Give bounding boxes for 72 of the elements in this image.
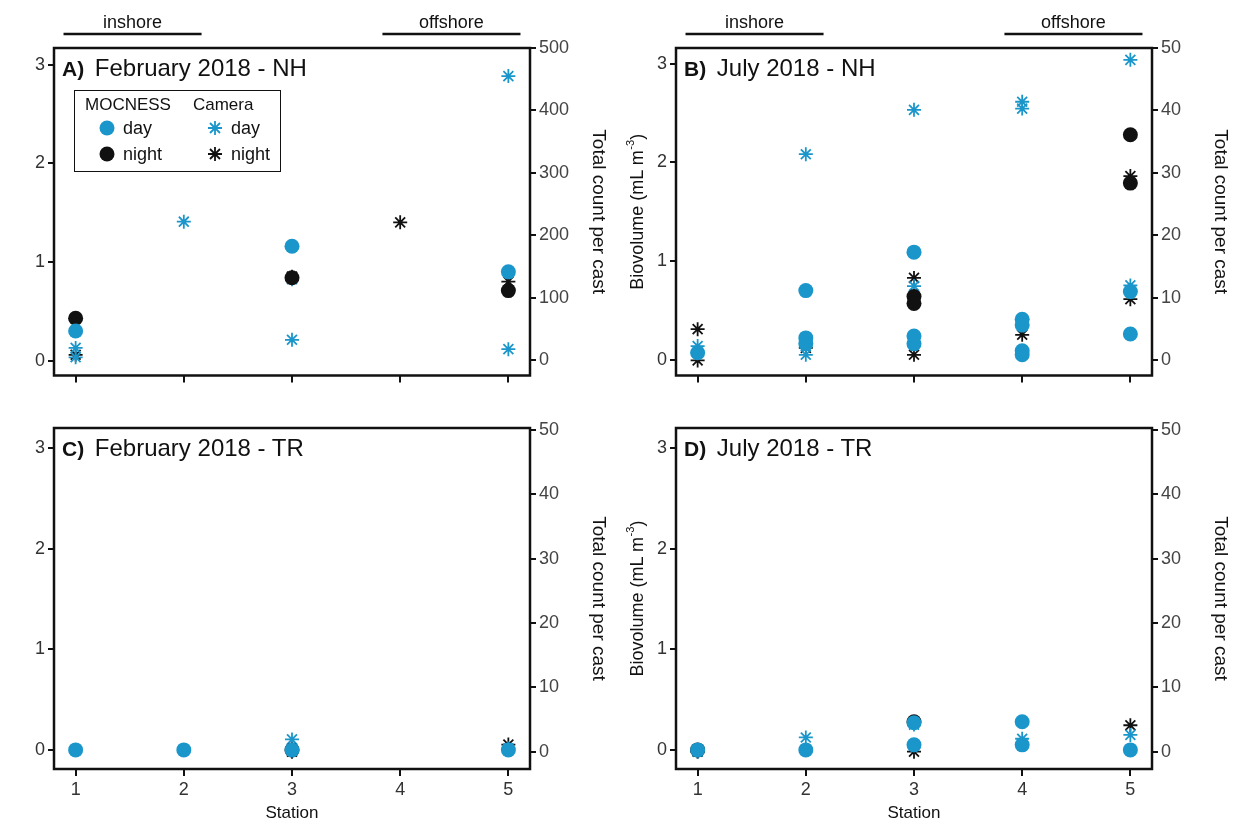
y2-tick-label: 30	[539, 547, 560, 568]
y2-tick-label: 100	[539, 286, 570, 307]
legend-label: day	[230, 117, 260, 139]
y-tick-label: 2	[656, 537, 667, 558]
text: offshore	[1041, 12, 1106, 32]
chart-title: D) July 2018 - TR	[684, 434, 873, 461]
chart-title: A) February 2018 - NH	[62, 54, 307, 81]
y2-tick-label: 40	[1161, 99, 1182, 120]
y-tick-label: 3	[34, 437, 45, 458]
annotation: Camera	[192, 95, 255, 115]
y-tick-label: 1	[34, 638, 45, 659]
x-tick-label: 1	[70, 778, 81, 799]
chart-title: B) July 2018 - NH	[684, 54, 876, 81]
y-tick-label: 0	[656, 738, 667, 759]
y2-tick-label: 50	[1161, 36, 1182, 57]
legend-label: night	[230, 143, 271, 165]
y2-axis-title: Total count per cast	[589, 516, 611, 682]
x-tick-label: 4	[1017, 778, 1028, 799]
x-tick-label: 4	[395, 778, 406, 799]
y2-tick-label: 10	[1161, 676, 1182, 697]
y-tick-label: 1	[34, 250, 45, 271]
x-tick-label: 3	[286, 778, 298, 799]
text: inshore	[725, 12, 785, 32]
x-tick-label: 5	[503, 778, 514, 799]
y2-tick-label: 0	[539, 349, 550, 370]
y2-tick-label: 500	[539, 36, 570, 57]
y2-tick-label: 300	[539, 161, 570, 182]
y-tick-label: 1	[656, 638, 667, 659]
y-tick-label: 0	[656, 348, 667, 369]
y-tick-label: 0	[34, 738, 45, 759]
y2-tick-label: 10	[539, 676, 560, 697]
x-tick-label: 3	[908, 778, 920, 799]
y-tick-label: 3	[656, 52, 667, 73]
y-tick-label: 1	[656, 249, 667, 270]
y2-tick-label: 50	[1161, 418, 1182, 439]
y-axis-title: Biovolume (mL m-3)	[624, 520, 647, 677]
chart-title: C) February 2018 - TR	[62, 434, 304, 461]
y2-tick-label: 10	[1161, 286, 1182, 307]
y-tick-label: 2	[656, 151, 667, 172]
x-tick-label: 2	[800, 778, 811, 799]
y2-tick-label: 20	[1161, 611, 1182, 632]
y-tick-label: 0	[34, 349, 45, 370]
legend-label: day	[123, 117, 153, 139]
y2-tick-label: 0	[539, 740, 550, 761]
y-axis-title: Biovolume (mL m-3)	[624, 133, 647, 290]
y2-tick-label: 400	[539, 99, 570, 120]
y2-axis-title: Total count per cast	[589, 129, 611, 295]
y2-axis-title: Total count per cast	[1211, 516, 1233, 682]
y-tick-label: 3	[34, 53, 45, 74]
y-tick-label: 2	[34, 152, 45, 173]
text: inshore	[103, 12, 163, 32]
x-tick-label: 2	[178, 778, 189, 799]
text: offshore	[419, 12, 484, 32]
legend-label: night	[123, 143, 163, 165]
y2-tick-label: 200	[539, 224, 570, 245]
x-tick-label: 1	[692, 778, 703, 799]
y2-axis-title: Total count per cast	[1211, 129, 1233, 295]
y2-tick-label: 30	[1161, 547, 1182, 568]
y-tick-label: 2	[34, 537, 45, 558]
y2-tick-label: 0	[1161, 740, 1172, 761]
x-axis-title: Station	[265, 803, 319, 823]
y2-tick-label: 20	[539, 611, 560, 632]
x-axis-title: Station	[887, 803, 941, 823]
x-tick-label: 5	[1125, 778, 1136, 799]
y-tick-label: 3	[656, 437, 667, 458]
y2-tick-label: 20	[1161, 224, 1182, 245]
annotation: MOCNESS	[85, 95, 171, 115]
y2-tick-label: 30	[1161, 161, 1182, 182]
y2-tick-label: 0	[1161, 349, 1172, 370]
y2-tick-label: 40	[539, 483, 560, 504]
y2-tick-label: 50	[539, 418, 560, 439]
y2-tick-label: 40	[1161, 483, 1182, 504]
